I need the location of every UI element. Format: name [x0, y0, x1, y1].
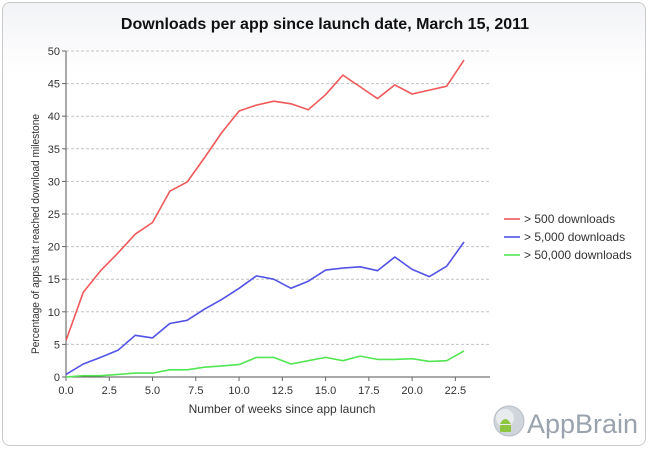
series-lines	[65, 59, 465, 378]
y-tick-label: 40	[48, 111, 60, 123]
y-tick-label: 25	[48, 209, 60, 221]
x-tick-label: 22.5	[445, 385, 466, 397]
legend-item-2: > 50,000 downloads	[504, 248, 632, 262]
chart-frame	[2, 2, 646, 446]
legend: > 500 downloads > 5,000 downloads > 50,000…	[504, 212, 632, 262]
legend-label: > 500 downloads	[524, 212, 615, 226]
y-tick-label: 20	[48, 242, 60, 254]
y-tick-label: 30	[48, 176, 60, 188]
watermark-text: AppBrain	[527, 409, 638, 439]
y-tick-label: 45	[48, 79, 60, 91]
y-tick-label: 35	[48, 144, 60, 156]
x-axis-label: Number of weeks since app launch	[189, 402, 376, 416]
x-tick-label: 15.0	[315, 385, 336, 397]
y-tick-label: 5	[54, 339, 60, 351]
x-tick-label: 12.5	[272, 385, 293, 397]
x-tick-label: 0.0	[58, 385, 73, 397]
legend-label: > 50,000 downloads	[524, 248, 632, 262]
y-tick-label: 10	[48, 307, 60, 319]
legend-item-1: > 5,000 downloads	[504, 230, 625, 244]
chart-title: Downloads per app since launch date, Mar…	[121, 16, 529, 33]
grid-lines	[66, 50, 490, 345]
appbrain-watermark: AppBrain	[493, 405, 638, 439]
legend-item-0: > 500 downloads	[504, 212, 615, 226]
android-logo-icon	[493, 405, 525, 437]
y-axis-label: Percentage of apps that reached download…	[30, 114, 42, 354]
legend-label: > 5,000 downloads	[524, 230, 625, 244]
series-line-0	[65, 59, 465, 341]
y-tick-label: 50	[48, 46, 60, 58]
series-line-1	[65, 241, 465, 376]
x-tick-label: 17.5	[358, 385, 379, 397]
y-tick-label: 0	[54, 372, 60, 384]
y-axis-ticks: 0 5 10 15 20 25 30 35 40 45 50	[48, 46, 66, 384]
x-tick-label: 5.0	[145, 385, 160, 397]
x-tick-label: 20.0	[401, 385, 422, 397]
series-line-2	[65, 350, 465, 378]
y-tick-label: 15	[48, 274, 60, 286]
x-tick-label: 7.5	[188, 385, 203, 397]
x-axis-ticks: 0.0 2.5 5.0 7.5 10.0 12.5 15.0 17.5 20.0 22.5	[58, 377, 466, 397]
x-tick-label: 10.0	[228, 385, 249, 397]
x-tick-label: 2.5	[102, 385, 117, 397]
